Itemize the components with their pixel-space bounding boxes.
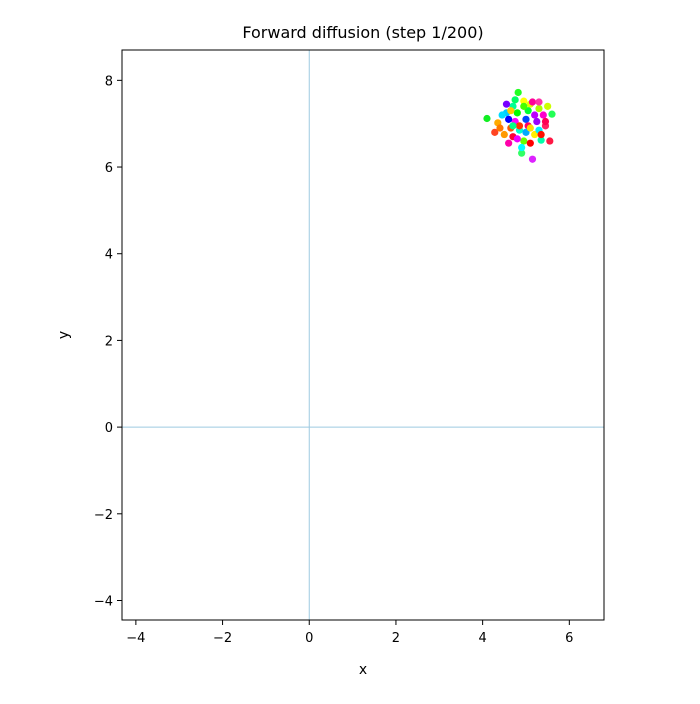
point <box>520 97 528 105</box>
point <box>498 111 506 119</box>
chart-title: Forward diffusion (step 1/200) <box>242 23 483 42</box>
point <box>526 124 534 132</box>
point <box>520 137 528 145</box>
y-tick-label: 4 <box>105 248 113 263</box>
point <box>502 100 511 108</box>
point <box>505 139 513 147</box>
point <box>541 117 550 126</box>
point <box>505 115 513 123</box>
point <box>526 139 534 147</box>
x-tick-label: 6 <box>565 631 573 646</box>
point <box>535 98 543 106</box>
point <box>535 104 543 113</box>
point <box>496 124 504 132</box>
point <box>500 130 508 139</box>
point <box>522 115 530 123</box>
point <box>518 143 526 152</box>
y-tick-label: 2 <box>105 334 113 349</box>
point <box>513 135 521 143</box>
x-axis-label: x <box>359 662 367 678</box>
x-tick-label: 0 <box>305 631 313 646</box>
point <box>520 102 528 110</box>
point <box>546 137 554 145</box>
y-axis-label: y <box>56 331 72 339</box>
point <box>539 111 547 119</box>
point <box>531 111 539 119</box>
point <box>548 110 556 118</box>
point <box>537 136 545 144</box>
x-tick-label: 2 <box>392 631 400 646</box>
y-tick-label: −2 <box>94 508 113 523</box>
y-tick-label: 0 <box>105 421 113 436</box>
x-tick-label: 4 <box>478 631 486 646</box>
point <box>537 130 545 139</box>
point <box>515 122 524 130</box>
point <box>528 155 537 163</box>
point <box>491 128 499 136</box>
point <box>513 109 521 117</box>
point <box>511 96 519 104</box>
point <box>509 122 517 130</box>
point <box>528 98 537 106</box>
y-tick-label: −4 <box>94 594 113 609</box>
point <box>507 107 515 115</box>
point <box>533 117 541 126</box>
x-tick-label: −4 <box>126 631 145 646</box>
x-tick-label: −2 <box>213 631 232 646</box>
point <box>544 102 552 110</box>
point <box>518 149 526 157</box>
point <box>514 88 522 97</box>
point <box>483 114 491 123</box>
plot-frame <box>121 49 605 621</box>
y-tick-label: 8 <box>105 74 113 89</box>
y-tick-label: 6 <box>105 161 113 176</box>
